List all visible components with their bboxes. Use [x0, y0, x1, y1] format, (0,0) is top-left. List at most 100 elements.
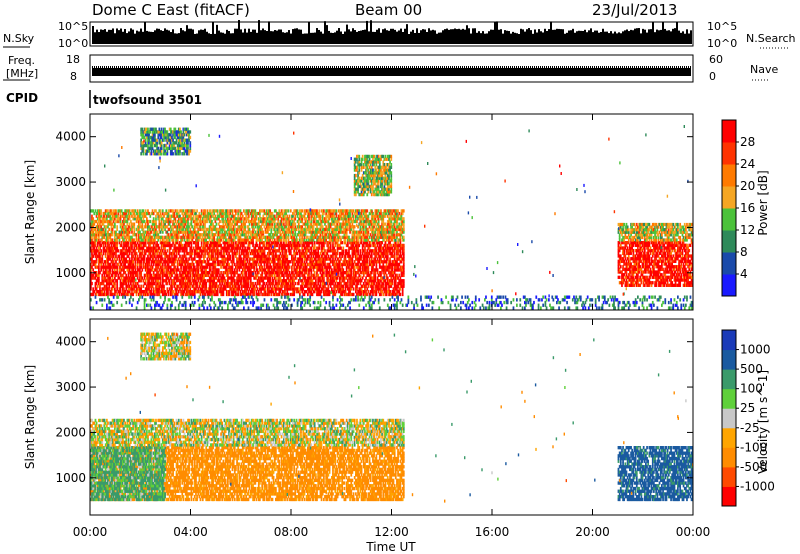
- heatmap-cell: [175, 268, 178, 272]
- nave-tick: [574, 66, 575, 69]
- heatmap-cell: [99, 284, 101, 288]
- heatmap-cell: [98, 227, 100, 232]
- heatmap-cell: [287, 273, 290, 278]
- heatmap-cell: [146, 262, 148, 267]
- heatmap-cell: [271, 284, 274, 288]
- nsky-bar: [308, 22, 310, 44]
- heatmap-cell: [391, 273, 394, 278]
- heatmap-cell: [382, 281, 385, 286]
- heatmap-cell: [224, 243, 227, 248]
- heatmap-cell: [95, 292, 98, 297]
- heatmap-cell: [243, 276, 245, 280]
- heatmap-cell: [94, 281, 97, 286]
- heatmap-cell: [382, 260, 385, 264]
- heatmap-cell: [196, 243, 198, 248]
- heatmap-cell: [254, 254, 257, 258]
- heatmap-cell: [108, 227, 111, 232]
- heatmap-cell: [355, 284, 357, 288]
- heatmap-cell: [247, 290, 250, 294]
- heatmap-cell: [90, 268, 92, 272]
- heatmap-cell: [375, 262, 378, 267]
- heatmap-cell: [367, 290, 370, 294]
- heatmap-cell: [144, 268, 147, 272]
- heatmap-cell: [166, 273, 169, 278]
- heatmap-cell: [99, 222, 101, 226]
- nsky-bar: [186, 25, 188, 44]
- heatmap-cell: [150, 281, 153, 286]
- heatmap-cell: [111, 249, 114, 253]
- heatmap-cell: [391, 290, 394, 294]
- heatmap-cell: [98, 276, 100, 280]
- heatmap-cell: [106, 290, 108, 294]
- nsky-bar: [356, 31, 358, 44]
- heatmap-cell: [110, 243, 113, 248]
- heatmap-cell: [279, 276, 282, 280]
- heatmap-cell: [165, 268, 168, 272]
- heatmap-cell: [120, 241, 123, 245]
- nsky-bar: [102, 29, 104, 44]
- heatmap-cell: [397, 241, 399, 245]
- heatmap-cell: [217, 243, 220, 248]
- heatmap-cell: [321, 273, 324, 278]
- heatmap-cell: [350, 246, 353, 250]
- heatmap-cell: [146, 276, 148, 280]
- nsky-bar: [230, 33, 232, 44]
- heatmap-cell: [110, 238, 113, 242]
- nave-tick: [320, 66, 321, 69]
- heatmap-cell: [247, 279, 250, 283]
- heatmap-cell: [286, 276, 289, 280]
- heatmap-cell: [299, 271, 301, 275]
- heatmap-cell: [106, 260, 108, 264]
- heatmap-cell: [391, 281, 394, 286]
- heatmap-cell: [313, 243, 316, 248]
- heatmap-cell: [136, 217, 139, 221]
- heatmap-cell: [172, 290, 174, 294]
- heatmap-cell: [356, 292, 358, 297]
- heatmap-cell: [390, 284, 393, 288]
- heatmap-cell: [109, 281, 112, 286]
- heatmap-cell: [161, 279, 164, 283]
- heatmap-cell: [123, 243, 125, 248]
- heatmap-cell: [254, 273, 257, 278]
- heatmap-cell: [131, 284, 133, 288]
- heatmap-cell: [376, 268, 379, 272]
- heatmap-cell: [285, 241, 288, 245]
- nave-tick: [598, 66, 599, 69]
- heatmap-cell: [237, 273, 240, 278]
- heatmap-cell: [378, 243, 381, 248]
- heatmap-cell: [96, 241, 99, 245]
- heatmap-cell: [184, 265, 187, 269]
- heatmap-cell: [295, 287, 298, 291]
- nave-tick: [204, 66, 205, 69]
- heatmap-cell: [204, 284, 206, 288]
- heatmap-cell: [293, 249, 296, 253]
- heatmap-cell: [337, 260, 340, 264]
- heatmap-cell: [288, 287, 291, 291]
- heatmap-cell: [136, 276, 139, 280]
- heatmap-cell: [385, 243, 388, 248]
- nsky-bar: [586, 32, 588, 44]
- heatmap-cell: [104, 238, 107, 242]
- heatmap-cell: [214, 284, 217, 288]
- heatmap-cell: [397, 276, 399, 280]
- heatmap-cell: [329, 254, 332, 258]
- heatmap-cell: [364, 251, 366, 256]
- nsky-bar: [262, 28, 264, 44]
- nsky-bar: [114, 33, 116, 44]
- heatmap-cell: [160, 257, 163, 261]
- heatmap-cell: [199, 273, 202, 278]
- heatmap-cell: [115, 254, 117, 258]
- heatmap-cell: [90, 246, 92, 250]
- heatmap-cell: [190, 262, 193, 267]
- heatmap-cell: [260, 246, 262, 250]
- heatmap-cell: [285, 251, 288, 256]
- heatmap-cell: [102, 211, 105, 216]
- heatmap-cell: [93, 290, 96, 294]
- heatmap-cell: [224, 265, 227, 269]
- nsky-bar: [488, 31, 490, 44]
- heatmap-cell: [147, 281, 149, 286]
- nsky-bar: [636, 28, 638, 44]
- heatmap-cell: [335, 271, 338, 275]
- heatmap-cell: [118, 292, 121, 297]
- heatmap-cell: [259, 249, 261, 253]
